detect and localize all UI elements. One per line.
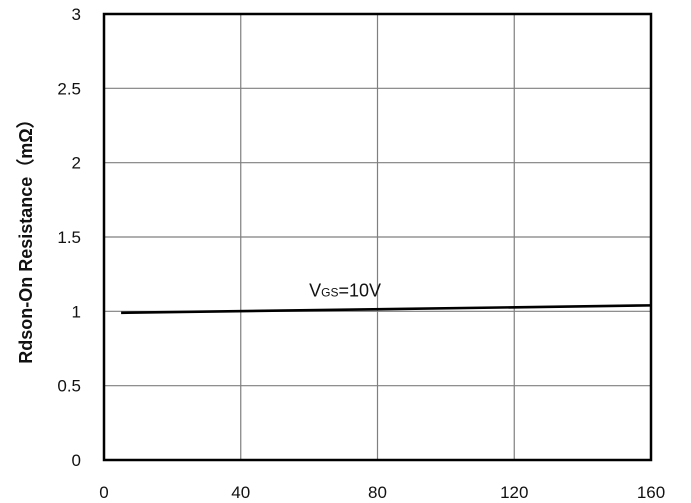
annotation-vgs: VGS=10V [309, 280, 381, 300]
plot-frame [102, 12, 653, 462]
x-tick-label: 160 [637, 483, 665, 502]
x-tick-label: 120 [500, 483, 528, 502]
y-tick-label: 2 [72, 154, 81, 173]
x-tick-label: 40 [231, 483, 250, 502]
grid-lines [103, 13, 652, 461]
y-tick-label: 1.5 [57, 228, 81, 247]
y-tick-label: 3 [72, 5, 81, 24]
y-axis-ticks: 0 0.5 1 1.5 2 2.5 3 [57, 5, 81, 470]
x-tick-label: 80 [368, 483, 387, 502]
y-axis-label: Rdson-On Resistance（mΩ） [16, 110, 36, 363]
y-tick-label: 2.5 [57, 79, 81, 98]
x-tick-label: 0 [99, 483, 108, 502]
y-tick-label: 0 [72, 451, 81, 470]
y-tick-label: 0.5 [57, 377, 81, 396]
annotations: VGS=10V [309, 280, 381, 300]
series-line [121, 304, 652, 315]
series-layer [121, 304, 652, 315]
y-tick-label: 1 [72, 302, 81, 321]
x-axis-ticks: 0 40 80 120 160 [99, 483, 665, 502]
